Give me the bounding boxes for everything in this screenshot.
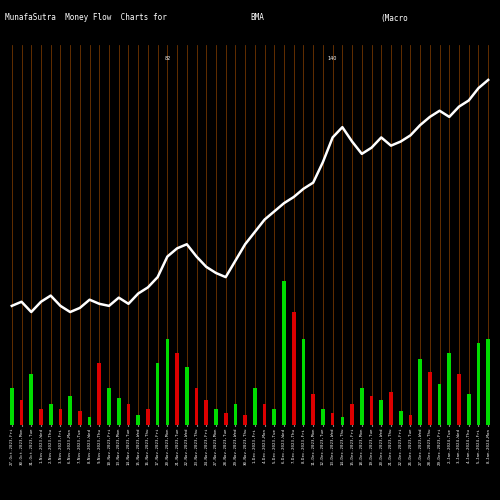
Bar xyxy=(340,417,344,425)
Bar xyxy=(194,388,198,425)
Bar xyxy=(146,408,150,425)
Bar xyxy=(282,281,286,425)
Bar xyxy=(331,412,334,425)
Bar xyxy=(204,400,208,425)
Bar xyxy=(380,400,383,425)
Bar xyxy=(350,404,354,425)
Text: BMA: BMA xyxy=(250,14,264,22)
Text: 82: 82 xyxy=(164,56,170,62)
Bar xyxy=(78,410,82,425)
Bar xyxy=(117,398,120,425)
Bar xyxy=(175,353,179,425)
Bar xyxy=(476,343,480,425)
Bar xyxy=(98,364,101,425)
Bar xyxy=(253,388,256,425)
Bar xyxy=(49,404,52,425)
Bar xyxy=(244,414,247,425)
Bar xyxy=(408,414,412,425)
Bar xyxy=(107,388,111,425)
Bar xyxy=(10,388,14,425)
Text: (Macro: (Macro xyxy=(380,14,408,22)
Bar xyxy=(399,410,402,425)
Bar xyxy=(448,353,451,425)
Bar xyxy=(428,372,432,425)
Bar xyxy=(58,408,62,425)
Bar xyxy=(20,400,24,425)
Bar xyxy=(214,408,218,425)
Bar xyxy=(370,396,374,425)
Bar xyxy=(457,374,461,425)
Bar xyxy=(166,338,169,425)
Bar xyxy=(312,394,315,425)
Bar xyxy=(389,392,393,425)
Bar xyxy=(467,394,470,425)
Bar xyxy=(185,368,188,425)
Bar xyxy=(234,404,237,425)
Bar xyxy=(156,364,160,425)
Bar xyxy=(321,408,325,425)
Bar xyxy=(438,384,442,425)
Bar xyxy=(486,338,490,425)
Bar xyxy=(272,408,276,425)
Bar xyxy=(302,338,306,425)
Bar xyxy=(136,414,140,425)
Bar xyxy=(39,408,43,425)
Bar xyxy=(262,404,266,425)
Bar xyxy=(292,312,296,425)
Text: 140: 140 xyxy=(328,56,338,62)
Bar xyxy=(418,360,422,425)
Bar xyxy=(88,417,92,425)
Bar xyxy=(68,396,72,425)
Bar xyxy=(360,388,364,425)
Bar xyxy=(30,374,33,425)
Text: MunafaSutra  Money Flow  Charts for: MunafaSutra Money Flow Charts for xyxy=(5,14,167,22)
Bar xyxy=(224,412,228,425)
Bar xyxy=(126,404,130,425)
